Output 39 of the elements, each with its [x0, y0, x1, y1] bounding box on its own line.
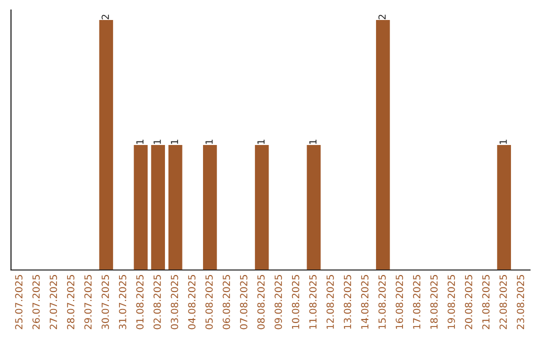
x-tick-label: 28.07.2025	[67, 275, 74, 330]
x-tick-label: 27.07.2025	[50, 275, 58, 330]
data-label: 1	[309, 140, 316, 144]
x-tick-label: 18.08.2025	[430, 275, 438, 329]
x-tick-label: 30.07.2025	[102, 275, 109, 330]
data-label: 1	[154, 140, 161, 144]
x-tick-label: 26.07.2025	[32, 275, 40, 330]
x-tick-label: 07.08.2025	[240, 275, 248, 330]
x-tick-label: 20.08.2025	[464, 275, 472, 330]
data-label: 1	[257, 140, 265, 144]
x-tick-label: 13.08.2025	[344, 275, 352, 329]
x-tick-label: 09.08.2025	[274, 275, 282, 330]
x-tick-label: 12.08.2025	[326, 275, 334, 329]
data-label: 1	[500, 140, 507, 144]
x-tick-label: 01.08.2025	[136, 275, 144, 330]
data-label: 1	[206, 140, 213, 144]
data-label: 1	[136, 140, 144, 144]
x-tick-label: 29.07.2025	[84, 275, 92, 330]
x-tick-label: 17.08.2025	[413, 275, 420, 329]
x-tick-label: 19.08.2025	[448, 275, 455, 329]
x-tick-label: 06.08.2025	[222, 275, 230, 330]
x-tick-label: 04.08.2025	[188, 275, 196, 330]
data-label: 2	[378, 14, 386, 20]
x-tick-label: 16.08.2025	[396, 275, 404, 329]
x-tick-label: 15.08.2025	[378, 275, 386, 329]
x-tick-label: 03.08.2025	[170, 275, 178, 330]
x-tick-label: 14.08.2025	[361, 275, 368, 329]
x-tick-label: 22.08.2025	[500, 275, 507, 330]
x-tick-label: 08.08.2025	[257, 275, 265, 330]
data-label: 1	[170, 140, 178, 144]
x-tick-label: 23.08.2025	[516, 275, 524, 330]
x-tick-label: 21.08.2025	[482, 275, 490, 330]
x-tick-label: 05.08.2025	[205, 275, 213, 330]
x-tick-label: 11.08.2025	[309, 275, 317, 329]
x-tick-label: 25.07.2025	[15, 275, 22, 330]
x-tick-label: 10.08.2025	[292, 275, 300, 329]
x-tick-label: 02.08.2025	[154, 275, 161, 330]
data-label: 2	[102, 14, 109, 20]
x-tick-label: 31.07.2025	[118, 275, 126, 330]
